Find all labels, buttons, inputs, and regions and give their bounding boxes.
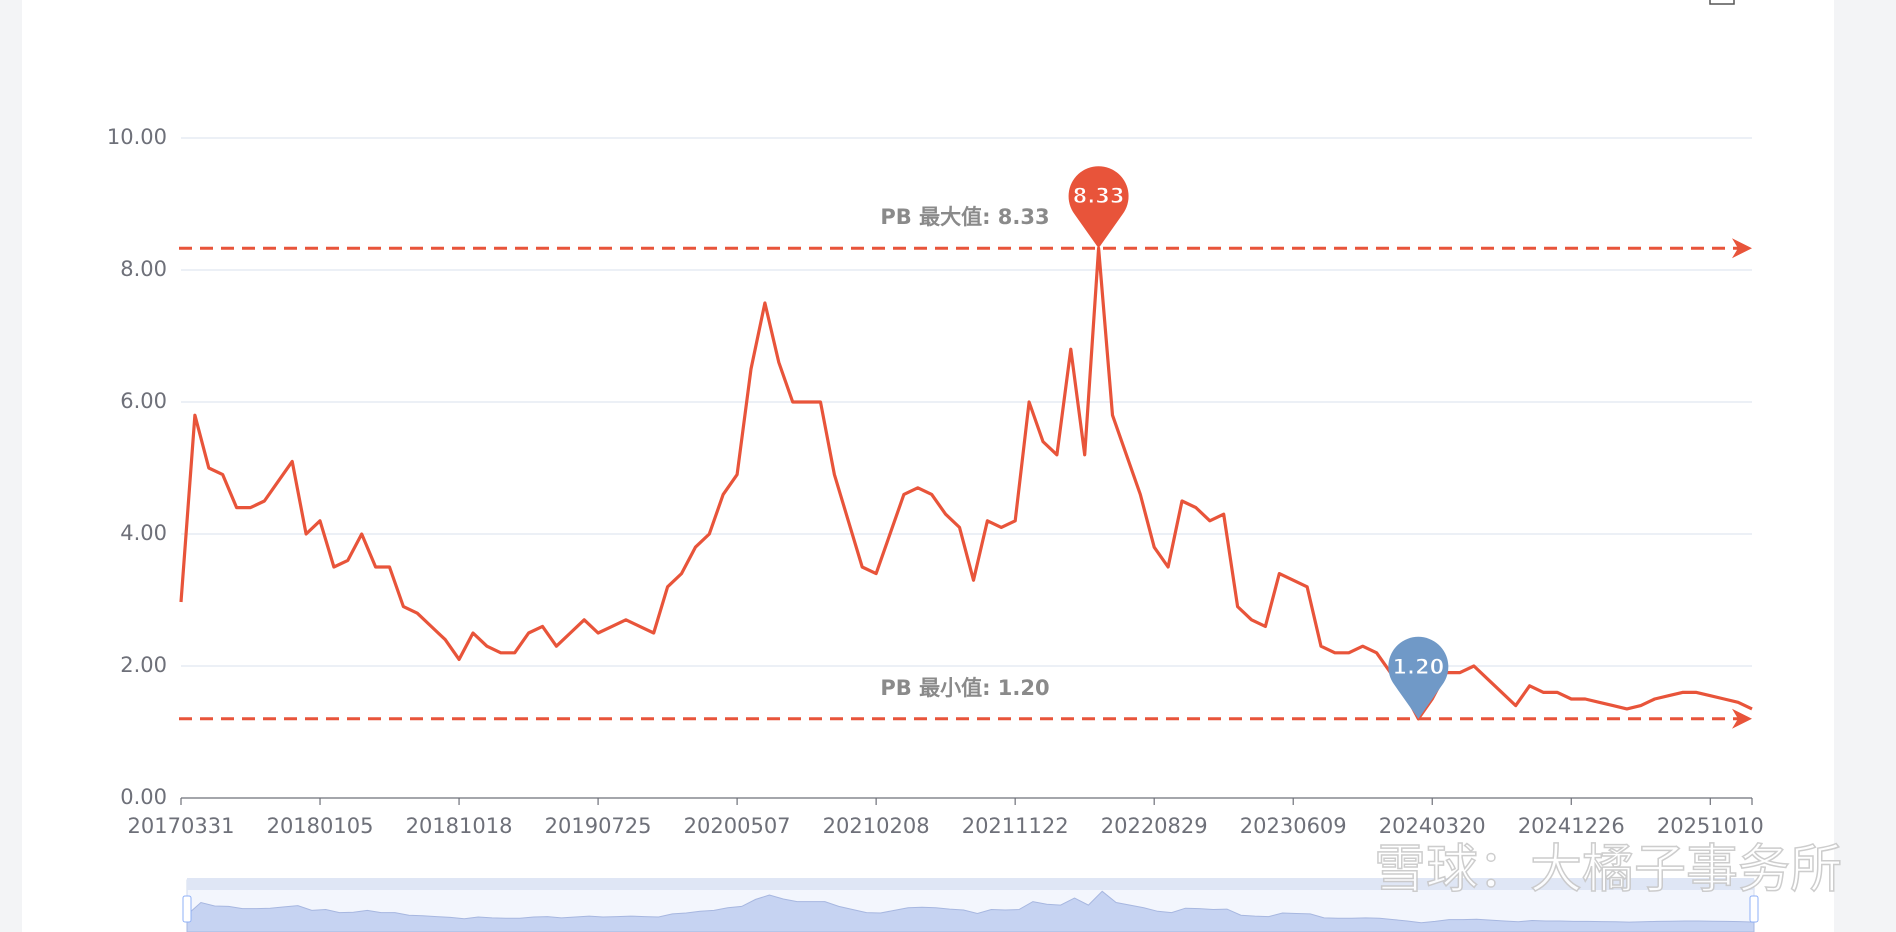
x-tick-label: 20220829 (1101, 814, 1208, 838)
mark-point (1068, 166, 1129, 249)
card (22, 0, 1834, 932)
y-tick-label: 0.00 (120, 785, 167, 809)
x-tick-label: 20211122 (962, 814, 1069, 838)
slider-handle[interactable] (182, 895, 192, 923)
mark-point-label: 8.33 (1073, 184, 1125, 208)
slider-handle-bar (187, 878, 1754, 890)
x-tick-label: 20230609 (1240, 814, 1347, 838)
y-tick-label: 10.00 (107, 125, 167, 149)
y-tick-label: 2.00 (120, 653, 167, 677)
y-tick-label: 8.00 (120, 257, 167, 281)
watermark: 雪球：大橘子事务所 (1374, 840, 1842, 900)
x-tick-label: 20181018 (406, 814, 513, 838)
slider-area (186, 890, 1755, 932)
x-tick-label: 20180105 (267, 814, 374, 838)
x-tick-label: 20170331 (128, 814, 235, 838)
x-tick-label: 20240320 (1379, 814, 1486, 838)
x-tick-label: 20210208 (823, 814, 930, 838)
y-tick-label: 4.00 (120, 521, 167, 545)
slider-handle[interactable] (1749, 895, 1759, 923)
toolbox-icon[interactable] (1709, 0, 1735, 5)
x-tick-label: 20200507 (684, 814, 791, 838)
mark-line-arrow (1732, 708, 1752, 729)
y-tick-label: 6.00 (120, 389, 167, 413)
mark-line-arrow (1732, 238, 1752, 259)
line (179, 246, 1753, 721)
x-tick-label: 20241226 (1518, 814, 1625, 838)
mark-point (1388, 636, 1449, 719)
mark-line-label: PB 最大值: 8.33 (880, 205, 1049, 229)
mark-point-label: 1.20 (1392, 655, 1444, 679)
x-tick-label: 20251010 (1657, 814, 1764, 838)
mark-line-label: PB 最小值: 1.20 (880, 676, 1049, 700)
x-tick-label: 20190725 (545, 814, 652, 838)
